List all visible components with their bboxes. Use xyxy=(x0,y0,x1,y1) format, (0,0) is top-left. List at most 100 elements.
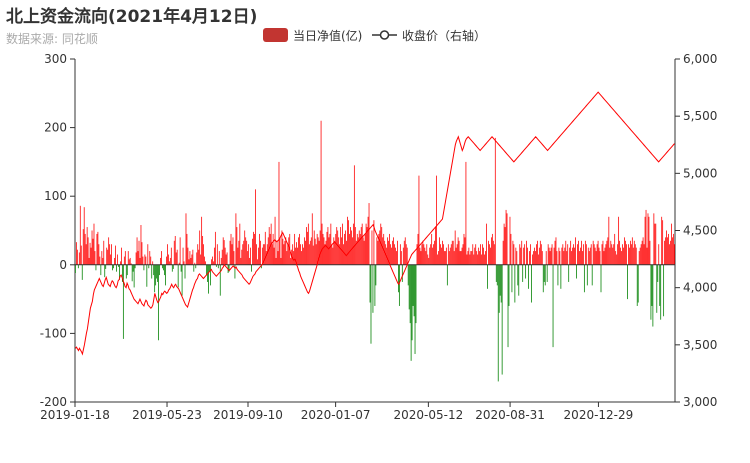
bar xyxy=(659,264,661,306)
bar xyxy=(600,264,602,293)
bar xyxy=(629,240,631,265)
bar xyxy=(273,247,275,265)
bar xyxy=(347,216,348,265)
bar xyxy=(631,237,633,265)
bar xyxy=(97,231,99,265)
bar xyxy=(549,251,551,265)
bar xyxy=(225,254,227,265)
bar xyxy=(306,227,307,265)
bar xyxy=(557,264,559,286)
bar xyxy=(355,240,357,265)
bar xyxy=(534,247,535,265)
bar xyxy=(365,223,367,265)
bar xyxy=(204,256,205,265)
bar xyxy=(422,240,424,265)
bar xyxy=(333,237,335,265)
bar xyxy=(181,264,183,296)
bar xyxy=(474,247,476,265)
bar xyxy=(479,251,481,265)
bar xyxy=(440,244,441,265)
bar xyxy=(85,244,87,265)
bar xyxy=(323,237,325,265)
bar xyxy=(332,247,334,265)
bar xyxy=(647,213,649,265)
x-tick-label: 2020-05-12 xyxy=(393,408,463,422)
bar xyxy=(254,233,255,265)
legend-bar-swatch xyxy=(263,28,288,42)
bar xyxy=(568,264,570,282)
bar xyxy=(537,254,539,265)
bar xyxy=(278,161,280,265)
bar xyxy=(327,227,329,265)
bar xyxy=(584,240,586,265)
bar xyxy=(272,233,274,265)
bar xyxy=(471,251,473,265)
bar xyxy=(629,247,630,265)
bar xyxy=(566,251,568,265)
bar xyxy=(106,247,108,265)
bar xyxy=(127,251,129,265)
bar xyxy=(160,257,161,265)
bar xyxy=(366,227,368,265)
bar xyxy=(321,223,323,265)
bar xyxy=(305,240,306,265)
bar xyxy=(655,223,657,265)
bar xyxy=(628,244,629,265)
bar xyxy=(673,233,674,265)
bar xyxy=(532,254,533,265)
close-price-line xyxy=(75,91,675,356)
bar xyxy=(217,264,219,269)
bar xyxy=(456,244,458,265)
bar xyxy=(398,264,400,306)
bar xyxy=(133,264,135,288)
bar xyxy=(556,251,558,265)
bar xyxy=(541,251,543,265)
bar xyxy=(360,227,362,265)
bar xyxy=(435,227,436,265)
bar xyxy=(589,247,591,265)
bar xyxy=(637,264,639,303)
bar xyxy=(611,244,613,265)
legend[interactable]: 当日净值(亿) 收盘价（右轴） xyxy=(263,28,486,43)
bar xyxy=(580,247,581,265)
bar xyxy=(137,251,139,265)
bar xyxy=(540,244,542,265)
bar xyxy=(334,240,336,265)
bar xyxy=(444,251,445,265)
bar xyxy=(184,264,186,279)
bar xyxy=(509,216,511,265)
bar xyxy=(538,247,540,265)
bar xyxy=(501,264,503,375)
bar xyxy=(286,251,288,265)
bar xyxy=(530,244,531,265)
bar xyxy=(95,264,97,271)
bar xyxy=(325,240,327,265)
bar xyxy=(399,244,401,265)
bar xyxy=(256,244,257,265)
bar xyxy=(259,240,261,265)
bar xyxy=(666,230,667,265)
bar xyxy=(431,233,433,265)
bar xyxy=(176,249,178,265)
bar xyxy=(213,261,214,265)
bar xyxy=(233,251,235,265)
bar xyxy=(464,237,466,265)
legend-item-line[interactable]: 收盘价（右轴） xyxy=(372,28,486,43)
bar xyxy=(340,227,342,265)
bar xyxy=(420,251,422,265)
bar xyxy=(406,247,408,265)
bar xyxy=(500,264,502,303)
bar xyxy=(571,251,573,265)
legend-item-bar[interactable]: 当日净值(亿) xyxy=(263,28,362,43)
bar xyxy=(96,233,98,265)
bar xyxy=(459,251,461,265)
bar xyxy=(513,244,515,265)
bar xyxy=(641,240,643,265)
bar xyxy=(387,237,389,265)
x-tick-label: 2020-08-31 xyxy=(475,408,545,422)
bar xyxy=(597,240,599,265)
bar xyxy=(480,244,481,265)
bar xyxy=(175,252,177,265)
bar xyxy=(633,240,635,265)
bar xyxy=(564,247,566,265)
